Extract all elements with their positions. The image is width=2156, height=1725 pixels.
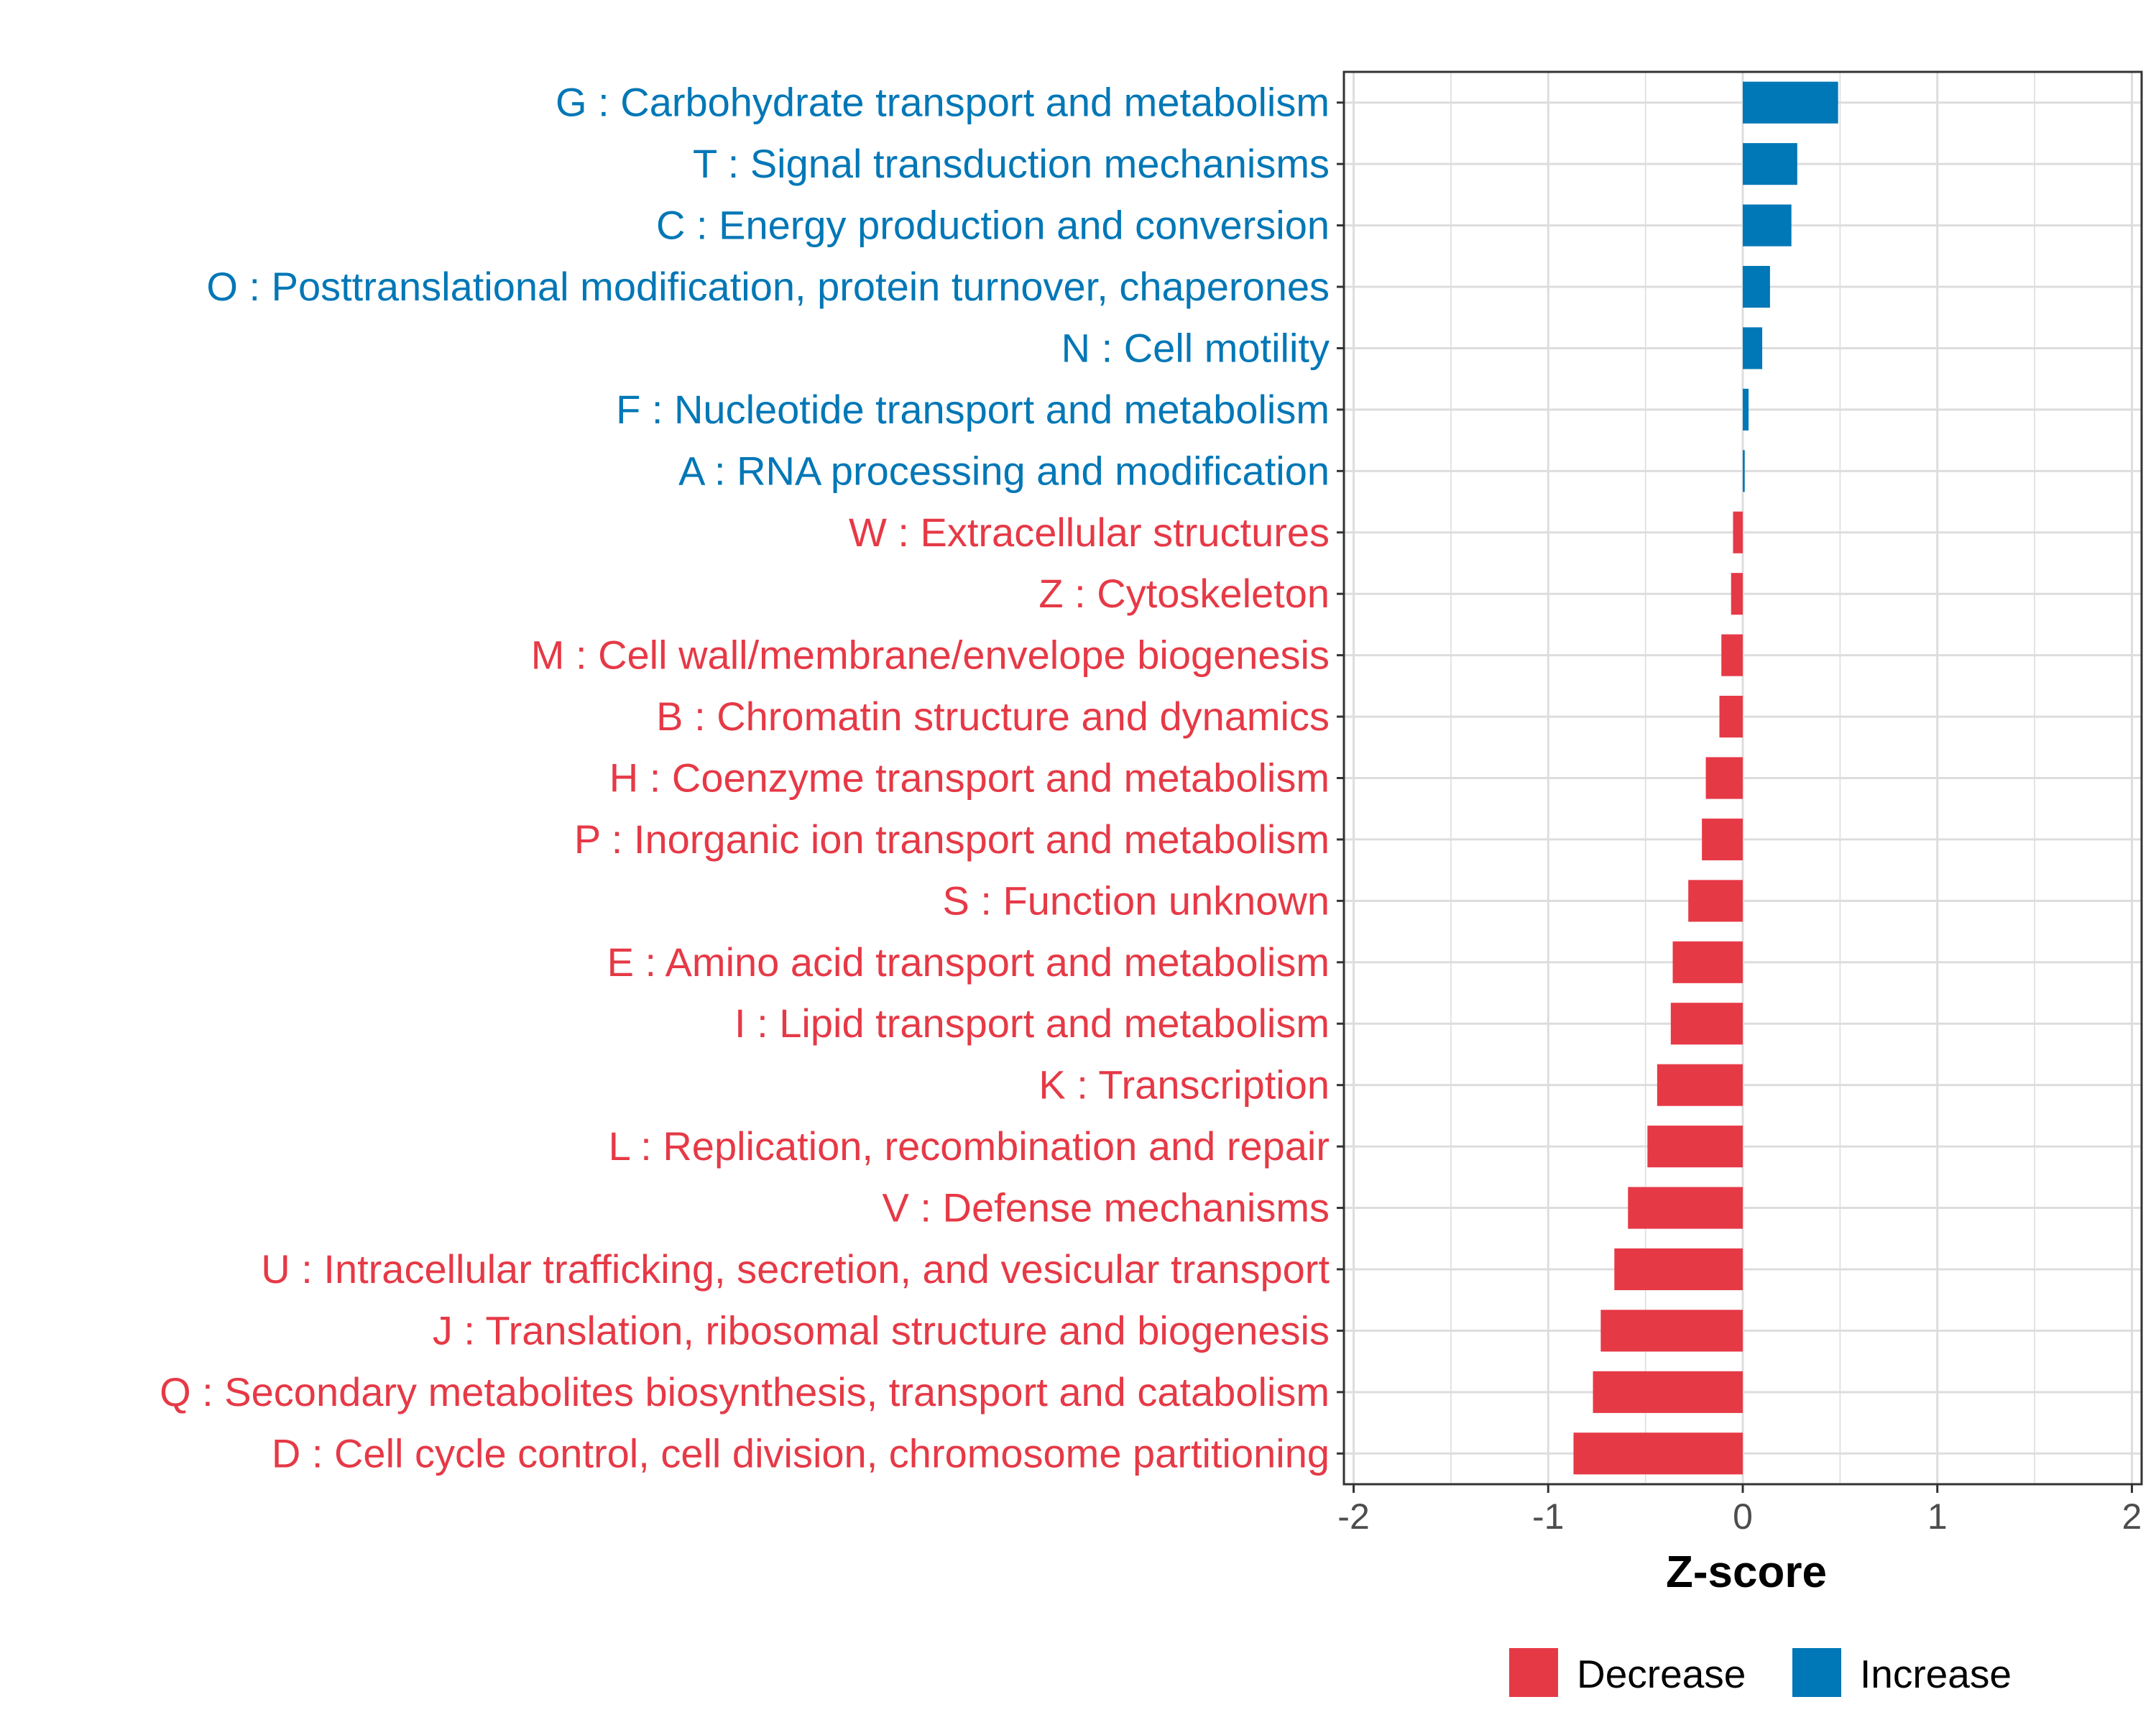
legend-label: Increase — [1860, 1652, 2012, 1696]
bar — [1573, 1432, 1743, 1475]
category-label: C : Energy production and conversion — [656, 203, 1330, 248]
category-label: H : Coenzyme transport and metabolism — [609, 755, 1330, 801]
category-labels: G : Carbohydrate transport and metabolis… — [160, 80, 1344, 1476]
category-label: A : RNA processing and modification — [678, 448, 1330, 493]
category-label: O : Posttranslational modification, prot… — [206, 264, 1330, 309]
bar — [1743, 265, 1770, 308]
category-label: D : Cell cycle control, cell division, c… — [272, 1430, 1330, 1476]
bar — [1600, 1310, 1743, 1352]
bar — [1743, 81, 1838, 124]
bar — [1743, 450, 1745, 492]
category-label: E : Amino acid transport and metabolism — [607, 939, 1330, 985]
bar — [1593, 1371, 1743, 1413]
category-label: N : Cell motility — [1061, 325, 1330, 370]
x-tick-label: 1 — [1927, 1496, 1948, 1537]
category-label: Z : Cytoskeleton — [1038, 571, 1330, 616]
category-label: S : Function unknown — [942, 878, 1330, 923]
category-label: T : Signal transduction mechanisms — [693, 141, 1330, 186]
category-label: V : Defense mechanisms — [883, 1185, 1330, 1230]
bar — [1614, 1248, 1743, 1291]
category-label: F : Nucleotide transport and metabolism — [616, 387, 1330, 432]
bar — [1743, 204, 1792, 247]
bar — [1743, 143, 1797, 185]
bar — [1647, 1126, 1743, 1168]
x-tick-label: -2 — [1337, 1496, 1369, 1537]
bar — [1743, 327, 1763, 369]
legend-swatch — [1509, 1648, 1558, 1697]
x-axis-title: Z-score — [1666, 1547, 1827, 1597]
category-label: M : Cell wall/membrane/envelope biogenes… — [531, 632, 1330, 678]
bar — [1743, 388, 1749, 431]
bar — [1670, 1003, 1743, 1045]
category-label: I : Lipid transport and metabolism — [734, 1000, 1330, 1046]
category-label: J : Translation, ribosomal structure and… — [433, 1307, 1330, 1353]
category-label: K : Transcription — [1038, 1062, 1330, 1108]
bar — [1657, 1064, 1743, 1106]
legend-swatch — [1792, 1648, 1841, 1697]
category-label: P : Inorganic ion transport and metaboli… — [574, 816, 1330, 862]
bar — [1688, 880, 1743, 922]
category-label: G : Carbohydrate transport and metabolis… — [556, 80, 1330, 125]
category-label: W : Extracellular structures — [849, 510, 1330, 555]
category-label: B : Chromatin structure and dynamics — [656, 694, 1330, 739]
bar — [1733, 511, 1743, 553]
x-tick-label: 0 — [1733, 1496, 1753, 1537]
category-label: Q : Secondary metabolites biosynthesis, … — [160, 1369, 1330, 1414]
category-label: L : Replication, recombination and repai… — [609, 1123, 1330, 1169]
x-axis: -2 -1 0 1 2 — [1337, 1484, 2142, 1537]
bar — [1628, 1187, 1743, 1229]
legend: Decrease Increase — [1509, 1648, 2012, 1697]
legend-label: Decrease — [1577, 1652, 1746, 1696]
bar — [1731, 573, 1743, 615]
x-tick-label: 2 — [2122, 1496, 2142, 1537]
bar — [1721, 634, 1743, 676]
bar — [1705, 757, 1743, 799]
bar — [1719, 696, 1743, 738]
category-label: U : Intracellular trafficking, secretion… — [261, 1246, 1330, 1292]
bar — [1672, 941, 1743, 983]
bars — [1573, 81, 1838, 1475]
bar — [1702, 818, 1743, 860]
x-tick-label: -1 — [1532, 1496, 1564, 1537]
